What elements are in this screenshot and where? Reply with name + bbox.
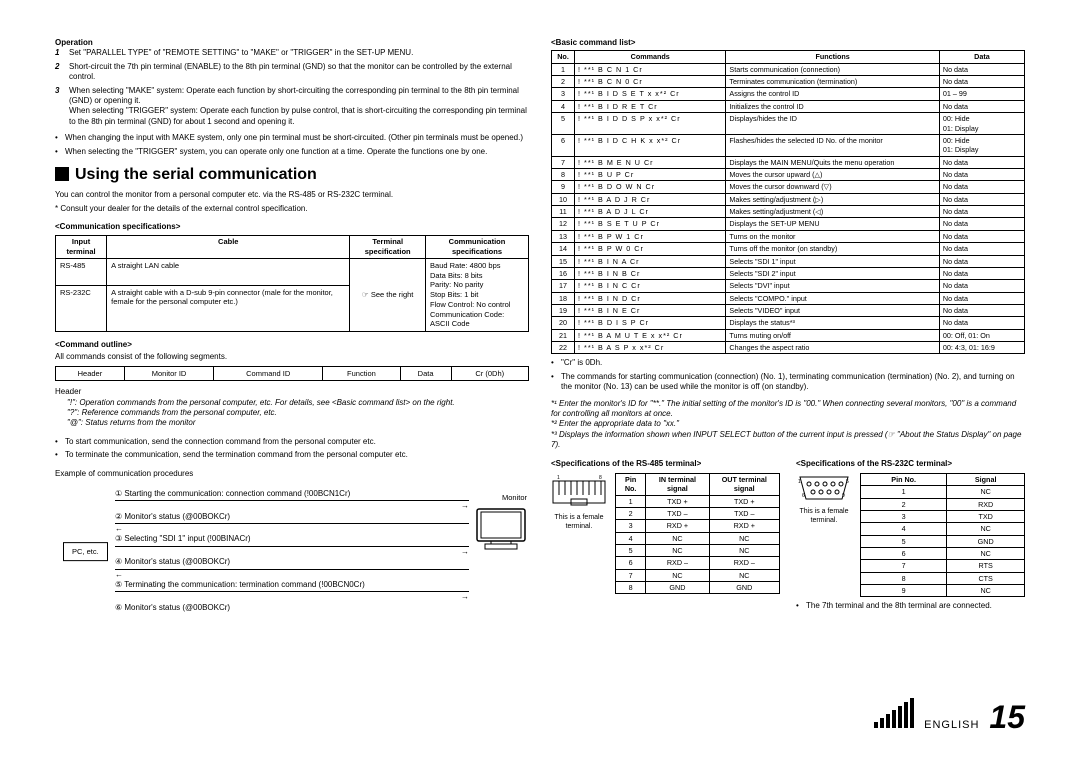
svg-text:1: 1 (557, 475, 560, 481)
table-row: 5NCNC (616, 545, 780, 557)
table-row: 6! **¹ B I D C H K x x*² CrFlashes/hides… (552, 134, 1025, 156)
dsub9-icon: 15 69 This is a female terminal. (796, 473, 852, 525)
header-label: Header (55, 387, 529, 397)
table-row: 4NCNC (616, 532, 780, 544)
table-row: 3RXD +RXD + (616, 520, 780, 532)
table-row: 1! **¹ B C N 1 CrStarts communication (c… (552, 63, 1025, 75)
svg-text:1: 1 (798, 479, 801, 485)
right-column: <Basic command list> No. Commands Functi… (551, 38, 1025, 698)
procedure-diagram: PC, etc. Monitor ① Starting the communic… (115, 489, 469, 614)
table-row: 17! **¹ B I N C CrSelects "DVI" inputNo … (552, 280, 1025, 292)
table-row: 8! **¹ B U P CrMoves the cursor upward (… (552, 168, 1025, 180)
table-row: 11! **¹ B A D J L CrMakes setting/adjust… (552, 206, 1025, 218)
example-head: Example of communication procedures (55, 469, 529, 479)
start-terminate-list: To start communication, send the connect… (55, 437, 529, 461)
table-row: 6NC (861, 548, 1025, 560)
table-row: 5GND (861, 535, 1025, 547)
rs485-table: Pin No. IN terminal signal OUT terminal … (615, 473, 780, 595)
page-content: Operation 1Set "PARALLEL TYPE" of "REMOT… (55, 38, 1025, 698)
table-row: 4! **¹ B I D R E T CrInitializes the con… (552, 100, 1025, 112)
footnote-2: *² Enter the appropriate data to "xx." (551, 419, 1025, 429)
svg-text:9: 9 (842, 493, 845, 499)
basic-cmd-table: No. Commands Functions Data 1! **¹ B C N… (551, 50, 1025, 354)
table-row: 9NC (861, 585, 1025, 597)
table-row: 1TXD +TXD + (616, 495, 780, 507)
svg-text:8: 8 (599, 475, 602, 481)
table-row: 3TXD (861, 510, 1025, 522)
operation-heading: Operation (55, 38, 529, 48)
table-row: 5! **¹ B I D D S P x x*² CrDisplays/hide… (552, 113, 1025, 135)
monitor-icon (475, 507, 527, 553)
rs485-block: <Specifications of the RS-485 terminal> … (551, 459, 780, 615)
table-row: 9! **¹ B D O W N CrMoves the cursor down… (552, 181, 1025, 193)
rs232-table: Pin No. Signal 1NC2RXD3TXD4NC5GND6NC7RTS… (860, 473, 1025, 598)
table-row: 19! **¹ B I N E CrSelects "VIDEO" inputN… (552, 304, 1025, 316)
serial-intro-1: You can control the monitor from a perso… (55, 190, 529, 200)
table-row: 6RXD –RXD – (616, 557, 780, 569)
footnote-1: *¹ Enter the monitor's ID for "**." The … (551, 399, 1025, 420)
footnote-3: *³ Displays the information shown when I… (551, 430, 1025, 451)
table-row: 22! **¹ B A S P x x*² CrChanges the aspe… (552, 342, 1025, 354)
comm-spec-table: Input terminal Cable Terminal specificat… (55, 235, 529, 332)
table-row: 13! **¹ B P W 1 CrTurns on the monitorNo… (552, 230, 1025, 242)
serial-comm-title: Using the serial communication (55, 165, 529, 186)
operation-steps: 1Set "PARALLEL TYPE" of "REMOTE SETTING"… (55, 48, 529, 127)
basic-cmd-head: <Basic command list> (551, 38, 1025, 48)
table-row: 16! **¹ B I N B CrSelects "SDI 2" inputN… (552, 267, 1025, 279)
table-row: 7! **¹ B M E N U CrDisplays the MAIN MEN… (552, 156, 1025, 168)
cmd-notes: "Cr" is 0Dh. The commands for starting c… (551, 358, 1025, 392)
table-row: 8CTS (861, 572, 1025, 584)
cmd-outline-table: Header Monitor ID Command ID Function Da… (55, 366, 529, 381)
table-row: 2RXD (861, 498, 1025, 510)
serial-intro-2: * Consult your dealer for the details of… (55, 204, 529, 214)
monitor-label: Monitor (502, 493, 527, 503)
comm-spec-head: <Communication specifications> (55, 222, 529, 232)
table-row: 7NCNC (616, 569, 780, 581)
svg-text:6: 6 (802, 493, 805, 499)
table-row: 4NC (861, 523, 1025, 535)
terminal-specs: <Specifications of the RS-485 terminal> … (551, 459, 1025, 615)
footer-lang: ENGLISH (924, 718, 979, 732)
table-row: 3! **¹ B I D S E T x x*² CrAssigns the c… (552, 88, 1025, 100)
table-row: 18! **¹ B I N D CrSelects "COMPO." input… (552, 292, 1025, 304)
table-row: 10! **¹ B A D J R CrMakes setting/adjust… (552, 193, 1025, 205)
table-row: 2! **¹ B C N 0 CrTerminates communicatio… (552, 76, 1025, 88)
rj45-icon: 18 This is a female terminal. (551, 473, 607, 531)
table-row: 21! **¹ B A M U T E x x*² CrTurns muting… (552, 329, 1025, 341)
table-row: 12! **¹ B S E T U P CrDisplays the SET-U… (552, 218, 1025, 230)
table-row: 2TXD –TXD – (616, 507, 780, 519)
header-line-1: "!": Operation commands from the persona… (67, 398, 529, 408)
table-row: 15! **¹ B I N A CrSelects "SDI 1" inputN… (552, 255, 1025, 267)
footer-bars-icon (874, 698, 914, 728)
cmd-outline-sub: All commands consist of the following se… (55, 352, 529, 362)
pc-label: PC, etc. (63, 542, 108, 562)
header-line-2: "?": Reference commands from the persona… (67, 408, 529, 418)
rs232-note: The 7th terminal and the 8th terminal ar… (796, 601, 1025, 611)
table-row: 1NC (861, 486, 1025, 498)
cmd-outline-head: <Command outline> (55, 340, 529, 350)
page-number: 15 (989, 697, 1025, 739)
table-row: 14! **¹ B P W 0 CrTurns off the monitor … (552, 243, 1025, 255)
operation-notes: When changing the input with MAKE system… (55, 133, 529, 157)
table-row: 8GNDGND (616, 582, 780, 594)
header-line-3: "@": Status returns from the monitor (67, 418, 529, 428)
svg-text:5: 5 (846, 479, 849, 485)
table-row: 20! **¹ B D I S P CrDisplays the status*… (552, 317, 1025, 329)
table-row: 7RTS (861, 560, 1025, 572)
left-column: Operation 1Set "PARALLEL TYPE" of "REMOT… (55, 38, 529, 698)
page-footer: ENGLISH 15 (874, 697, 1025, 739)
rs232-block: <Specifications of the RS-232C terminal>… (796, 459, 1025, 615)
